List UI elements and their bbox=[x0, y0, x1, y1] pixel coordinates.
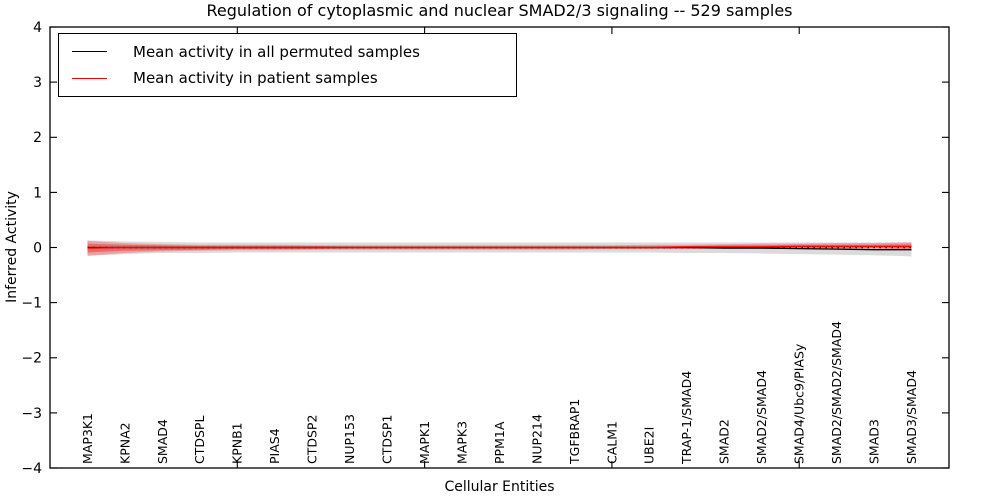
x-axis-label: Cellular Entities bbox=[444, 479, 555, 495]
x-category-label: SMAD2 bbox=[717, 419, 732, 464]
x-category-label: SMAD4 bbox=[155, 419, 170, 464]
x-category-label: MAPK1 bbox=[417, 421, 432, 464]
y-tick-label: −1 bbox=[21, 296, 42, 312]
permuted-line-swatch-icon bbox=[72, 51, 107, 53]
chart-title: Regulation of cytoplasmic and nuclear SM… bbox=[206, 1, 793, 20]
x-category-label: SMAD2/SMAD4 bbox=[754, 370, 769, 464]
legend-item-permuted: Mean activity in all permuted samples bbox=[59, 43, 516, 61]
x-category-label: SMAD3 bbox=[866, 419, 881, 464]
x-category-label: CTDSP1 bbox=[379, 415, 394, 464]
x-category-label: KPNB1 bbox=[230, 422, 245, 464]
y-tick-label: 0 bbox=[33, 240, 42, 256]
x-category-label: KPNA2 bbox=[117, 422, 132, 464]
x-category-label: SMAD2/SMAD2/SMAD4 bbox=[829, 321, 844, 464]
patient-line-swatch-icon bbox=[72, 77, 107, 79]
y-axis-label: Inferred Activity bbox=[4, 191, 20, 303]
y-tick-label: 2 bbox=[33, 130, 42, 146]
x-category-label: MAP3K1 bbox=[80, 413, 95, 464]
patient-samples-std-outer-band bbox=[87, 240, 912, 256]
permuted-samples-std-band bbox=[87, 240, 912, 257]
y-tick-label: 3 bbox=[33, 75, 42, 91]
x-category-label: SMAD3/SMAD4 bbox=[904, 370, 919, 464]
legend-box: Mean activity in all permuted samples Me… bbox=[58, 33, 517, 97]
x-category-label: PPM1A bbox=[492, 421, 507, 464]
patient-mean-line bbox=[87, 245, 912, 249]
x-category-label: UBE2I bbox=[642, 427, 657, 464]
legend-item-patient: Mean activity in patient samples bbox=[59, 69, 516, 87]
x-category-label: TGFBRAP1 bbox=[567, 399, 582, 465]
x-category-label: CALM1 bbox=[604, 421, 619, 464]
y-tick-label: −4 bbox=[21, 461, 42, 477]
x-category-label: CTDSP2 bbox=[305, 415, 320, 464]
x-category-label: SMAD4/Ubc9/PIASy bbox=[792, 343, 807, 464]
y-tick-label: 4 bbox=[33, 20, 42, 36]
x-category-label: MAPK3 bbox=[454, 421, 469, 464]
y-tick-label: 1 bbox=[33, 185, 42, 201]
x-category-label: PIAS4 bbox=[267, 428, 282, 464]
x-category-label: NUP153 bbox=[342, 414, 357, 464]
legend-label-permuted: Mean activity in all permuted samples bbox=[133, 42, 420, 61]
x-category-label: NUP214 bbox=[529, 414, 544, 464]
y-tick-label: −2 bbox=[21, 351, 42, 367]
x-category-label: TRAP-1/SMAD4 bbox=[679, 371, 694, 465]
legend-label-patient: Mean activity in patient samples bbox=[133, 69, 378, 88]
y-tick-label: −3 bbox=[21, 406, 42, 422]
x-category-label: CTDSPL bbox=[192, 416, 207, 464]
